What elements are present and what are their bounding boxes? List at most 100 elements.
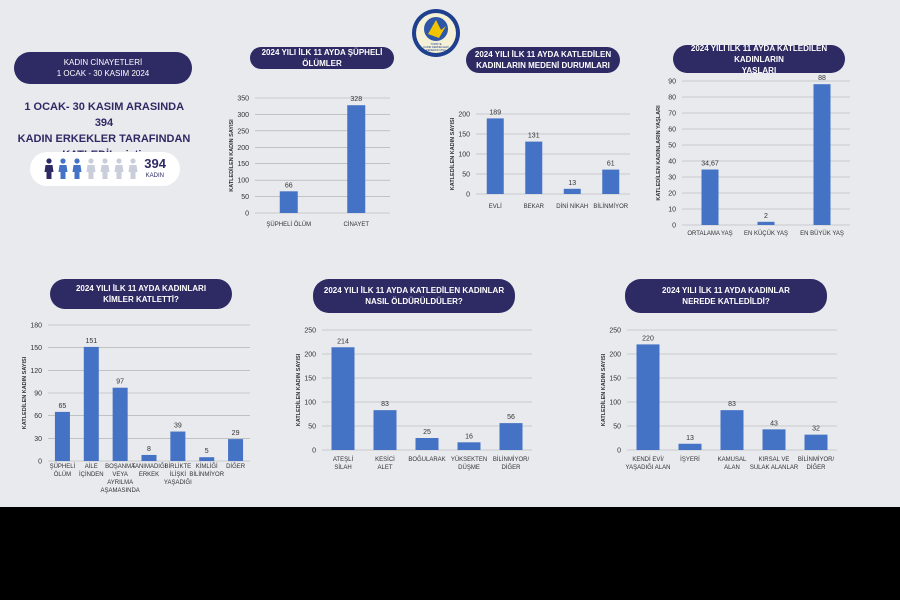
chart-title-line: 2024 YILI İLK 11 AYDA KADINLAR bbox=[662, 286, 790, 295]
y-tick-label: 200 bbox=[304, 352, 316, 359]
y-tick-label: 60 bbox=[668, 127, 676, 134]
y-axis-label: KATLEDİLEN KADIN SAYISI bbox=[228, 119, 235, 192]
person-icon bbox=[72, 158, 82, 179]
category-label: BİRLİKTE bbox=[165, 463, 192, 470]
bar bbox=[813, 84, 831, 225]
y-tick-label: 90 bbox=[668, 79, 676, 86]
category-label: SULAK ALANLAR bbox=[750, 465, 799, 471]
value-label: 65 bbox=[59, 403, 67, 410]
chart-title-line: KİMLER KATLETTİ? bbox=[103, 295, 179, 304]
category-label: ATEŞLİ bbox=[333, 456, 354, 463]
category-label: DÜŞME bbox=[458, 464, 480, 471]
y-tick-label: 0 bbox=[466, 192, 470, 199]
category-label: DİĞER bbox=[806, 464, 826, 471]
value-label: 13 bbox=[568, 180, 576, 187]
y-tick-label: 40 bbox=[668, 159, 676, 166]
person-icon bbox=[44, 158, 54, 179]
bar bbox=[415, 438, 439, 450]
y-tick-label: 50 bbox=[668, 143, 676, 150]
y-tick-label: 80 bbox=[668, 95, 676, 102]
infographic-panel: KADIN CİNAYETLERİ 1 OCAK - 30 KASIM 2024… bbox=[0, 0, 900, 507]
bar bbox=[720, 410, 744, 450]
bar bbox=[563, 188, 581, 194]
category-label: ŞÜPHELİ bbox=[50, 463, 76, 470]
category-label: VEYA bbox=[112, 472, 128, 478]
category-label: EVLİ bbox=[489, 203, 502, 210]
bar-chart: 0 50 100 150 200 250 KATLEDİLEN KADIN SAYISI 21… bbox=[295, 328, 532, 471]
chart-title-pill: 2024 YILI İLK 11 AYDA KADINLAR NEREDE KAT… bbox=[625, 279, 827, 313]
value-label: 151 bbox=[85, 338, 97, 345]
y-axis-label: KATLEDİLEN KADIN SAYISI bbox=[21, 356, 28, 429]
bar bbox=[228, 439, 244, 461]
value-label: 328 bbox=[350, 96, 362, 103]
count-card: 394 KADIN bbox=[30, 152, 180, 186]
count-label: KADIN bbox=[145, 173, 164, 179]
value-label: 56 bbox=[507, 414, 515, 421]
y-tick-label: 150 bbox=[304, 376, 316, 383]
category-label: AŞAMASINDA bbox=[100, 488, 139, 494]
y-tick-label: 120 bbox=[30, 368, 42, 375]
category-label: İŞYERİ bbox=[680, 456, 700, 463]
category-label: YAŞADIĞI bbox=[164, 479, 192, 486]
category-label: İLİŞKİ bbox=[170, 471, 187, 478]
bar-chart: 0 50 100 150 200 250 KATLEDİLEN KADIN SAYISI 22… bbox=[600, 328, 837, 471]
category-label: ERKEK bbox=[139, 472, 159, 478]
category-label: BOĞULARAK bbox=[408, 456, 445, 463]
category-label: AYRILMA bbox=[107, 480, 133, 486]
bar-chart: 0 50 100 150 200 250 300 350 KATLEDİLEN KADIN SA… bbox=[228, 96, 390, 228]
y-tick-label: 100 bbox=[237, 178, 249, 185]
bar bbox=[636, 344, 660, 450]
y-tick-label: 20 bbox=[668, 191, 676, 198]
logo-text-1: TÜRKİYE bbox=[430, 41, 442, 46]
value-label: 66 bbox=[285, 182, 293, 189]
period-pill-line2: 1 OCAK - 30 KASIM 2024 bbox=[56, 69, 150, 78]
bar bbox=[499, 423, 523, 450]
bar bbox=[701, 169, 719, 225]
count-number: 394 bbox=[144, 156, 166, 171]
category-label: ALAN bbox=[724, 465, 740, 471]
category-label: BİLİNMİYOR bbox=[189, 471, 224, 478]
value-label: 43 bbox=[770, 420, 778, 427]
value-label: 83 bbox=[728, 401, 736, 408]
bar bbox=[373, 410, 397, 450]
y-tick-label: 250 bbox=[304, 328, 316, 335]
logo-text-3: FEDERASYONU bbox=[426, 48, 446, 52]
category-label: KENDİ EVİ/ bbox=[632, 456, 664, 463]
chart-title-line: YAŞLARI bbox=[741, 65, 777, 75]
period-pill: KADIN CİNAYETLERİ 1 OCAK - 30 KASIM 2024 bbox=[14, 52, 192, 84]
y-tick-label: 180 bbox=[30, 323, 42, 330]
category-label: ÖLÜM bbox=[54, 471, 71, 478]
category-label: BOŞANMA bbox=[105, 464, 135, 470]
value-label: 61 bbox=[607, 161, 615, 168]
category-label: BİLİNMİYOR bbox=[593, 203, 628, 210]
category-label: YÜKSEKTEN bbox=[451, 456, 487, 463]
y-tick-label: 50 bbox=[462, 172, 470, 179]
y-tick-label: 90 bbox=[34, 391, 42, 398]
person-icon bbox=[86, 158, 96, 179]
headline-number: 394 bbox=[94, 117, 114, 129]
y-tick-label: 70 bbox=[668, 111, 676, 118]
bar bbox=[83, 346, 99, 461]
y-tick-label: 60 bbox=[34, 413, 42, 420]
chart-title-pill: 2024 YILI İLK 11 AYDA KADINLARI KİMLER KA… bbox=[50, 279, 232, 309]
y-tick-label: 150 bbox=[30, 345, 42, 352]
y-tick-label: 100 bbox=[458, 152, 470, 159]
person-icon bbox=[114, 158, 124, 179]
y-tick-label: 0 bbox=[617, 448, 621, 455]
y-tick-label: 50 bbox=[308, 424, 316, 431]
chart-title-line: NASIL ÖLDÜRÜLDÜLER? bbox=[365, 297, 463, 306]
category-label: ALET bbox=[377, 465, 392, 471]
y-tick-label: 30 bbox=[34, 436, 42, 443]
category-label: İÇİNDEN bbox=[79, 471, 104, 478]
bar bbox=[457, 442, 481, 450]
y-tick-label: 200 bbox=[237, 145, 249, 152]
chart-title-line: NEREDE KATLEDİLDİ? bbox=[682, 297, 770, 306]
bar bbox=[757, 221, 775, 225]
bar bbox=[525, 141, 543, 194]
bar-chart: 0 30 60 90 120 150 180 KATLEDİLEN KADIN SAYISI 6… bbox=[21, 323, 250, 494]
y-tick-label: 300 bbox=[237, 112, 249, 119]
chart-title-line: 2024 YILI İLK 11 AYDA KATLEDİLEN KADINLA… bbox=[323, 286, 505, 295]
value-label: 39 bbox=[174, 423, 182, 430]
y-tick-label: 350 bbox=[237, 96, 249, 103]
